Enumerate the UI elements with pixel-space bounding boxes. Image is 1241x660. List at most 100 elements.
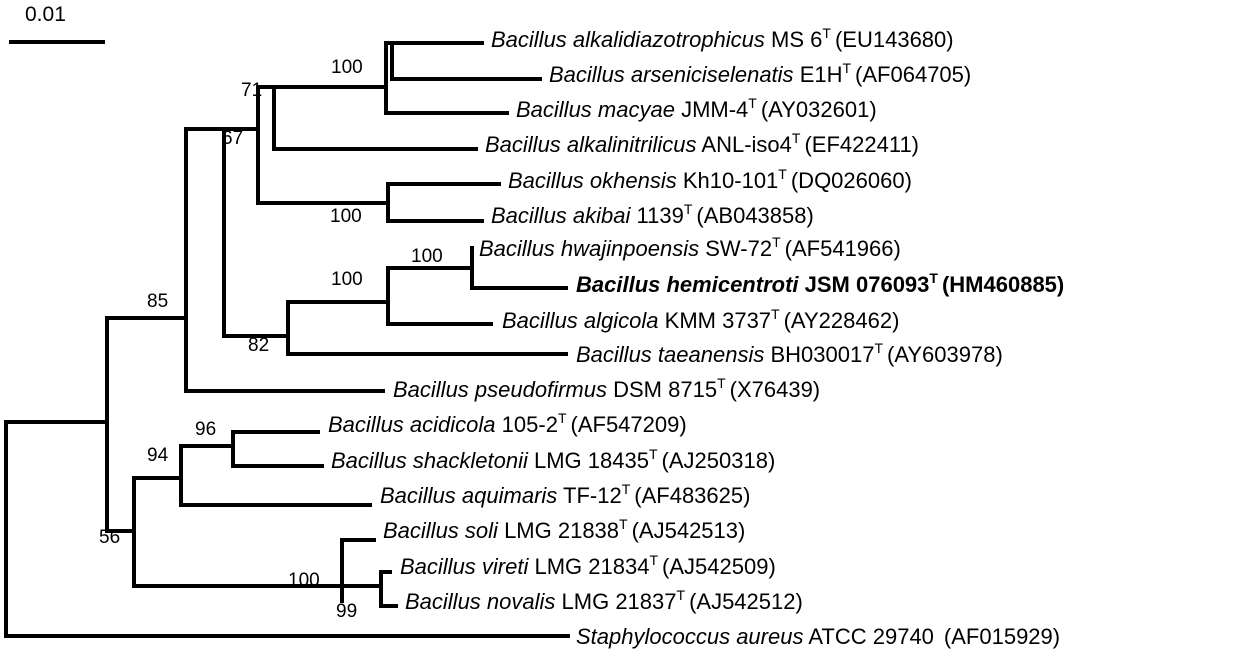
taxon-type-mark: T bbox=[842, 60, 851, 76]
taxon-strain: LMG 21837 bbox=[562, 589, 677, 614]
taxon-accession: (EF422411) bbox=[804, 132, 919, 157]
taxon-species: Bacillus alkalinitrilicus bbox=[485, 132, 697, 157]
branch-lower-split bbox=[132, 529, 344, 588]
taxon-species: Bacillus akibai bbox=[491, 203, 632, 228]
taxon-accession: (AJ542513) bbox=[632, 518, 746, 543]
taxon-accession: (X76439) bbox=[730, 377, 821, 402]
taxon-accession: (HM460885) bbox=[942, 272, 1064, 297]
scale-bar-label: 0.01 bbox=[25, 3, 66, 26]
taxon-label: Bacillus hwajinpoensis SW-72T (AF541966) bbox=[479, 234, 901, 261]
taxon-label-outgroup: Staphylococcus aureus ATCC 29740 (AF01592… bbox=[576, 624, 1060, 649]
taxon-strain: 1139 bbox=[637, 203, 684, 228]
taxon-strain: LMG 18435 bbox=[534, 448, 649, 473]
taxon-species: Bacillus macyae bbox=[516, 97, 675, 122]
branch-alkali-tips bbox=[384, 41, 509, 115]
taxon-label: Bacillus macyae JMM-4T (AY032601) bbox=[516, 95, 877, 122]
branch-hwajin-hemi bbox=[386, 246, 568, 290]
taxon-type-mark: T bbox=[622, 481, 631, 497]
taxon-strain: E1H bbox=[800, 62, 843, 87]
taxon-strain: LMG 21834 bbox=[535, 554, 650, 579]
taxon-label: Bacillus taeanensis BH030017T (AY603978) bbox=[576, 340, 1003, 367]
taxon-type-mark: T bbox=[778, 166, 787, 182]
branch-hemi-group bbox=[286, 300, 390, 338]
taxon-strain: ANL-iso4 bbox=[701, 132, 791, 157]
taxon-strain: Kh10-101 bbox=[683, 168, 778, 193]
taxon-strain: LMG 21838 bbox=[504, 518, 619, 543]
taxon-species: Bacillus aquimaris bbox=[380, 483, 557, 508]
taxon-type-mark: T bbox=[792, 130, 801, 146]
taxon-label: Bacillus okhensis Kh10-101T (DQ026060) bbox=[508, 166, 912, 193]
taxon-accession: (AJ542509) bbox=[662, 554, 776, 579]
taxon-species: Bacillus algicola bbox=[502, 308, 659, 333]
taxon-type-mark: T bbox=[684, 201, 693, 217]
bootstrap-hemi-algicola: 100 bbox=[331, 269, 363, 290]
tree-branches bbox=[4, 41, 570, 638]
bootstrap-okhensis-akibai: 100 bbox=[330, 206, 362, 227]
bootstrap-hemi-taeanensis: 82 bbox=[248, 335, 269, 356]
bootstrap-values: 100 71 67 100 100 100 82 85 96 94 100 99… bbox=[99, 57, 443, 622]
branch-acidicola-shackletonii bbox=[231, 430, 324, 468]
taxon-type-mark: T bbox=[717, 375, 726, 391]
branch-arseniciselenatis bbox=[390, 41, 542, 81]
taxon-label: Bacillus vireti LMG 21834T (AJ542509) bbox=[400, 552, 776, 579]
taxon-accession: (DQ026060) bbox=[791, 168, 912, 193]
branch-vireti-novalis bbox=[340, 570, 398, 608]
branch-alkali-clade bbox=[256, 85, 478, 151]
branch-okhensis-akibai bbox=[256, 182, 501, 223]
taxon-species: Bacillus vireti bbox=[400, 554, 529, 579]
taxon-labels: Bacillus alkalidiazotrophicus MS 6T (EU14… bbox=[328, 25, 1064, 649]
taxon-species: Bacillus hemicentroti bbox=[576, 272, 799, 297]
bootstrap-upper-group: 67 bbox=[222, 128, 243, 149]
taxon-species: Bacillus taeanensis bbox=[576, 342, 764, 367]
taxon-label: Bacillus soli LMG 21838T (AJ542513) bbox=[383, 516, 745, 543]
bootstrap-acidicola-shackletonii: 96 bbox=[195, 419, 216, 440]
taxon-species: Bacillus okhensis bbox=[508, 168, 677, 193]
taxon-accession: (AY228462) bbox=[784, 308, 900, 333]
bootstrap-soli-group: 100 bbox=[288, 570, 320, 591]
bootstrap-acidicola-aquimaris: 94 bbox=[147, 445, 169, 466]
taxon-label: Bacillus arseniciselenatis E1HT (AF064705… bbox=[549, 60, 971, 87]
taxon-type-mark: T bbox=[929, 270, 938, 286]
taxon-species: Bacillus soli bbox=[383, 518, 499, 543]
branch-main-clade bbox=[105, 316, 385, 393]
bootstrap-alkali-clade: 100 bbox=[331, 57, 363, 78]
taxon-strain: SW-72 bbox=[705, 236, 772, 261]
branch-lower-group bbox=[105, 476, 183, 533]
taxon-species: Bacillus alkalidiazotrophicus bbox=[491, 27, 765, 52]
taxon-accession: (AB043858) bbox=[696, 203, 813, 228]
taxon-strain: DSM 8715 bbox=[613, 377, 717, 402]
taxon-species: Bacillus acidicola bbox=[328, 412, 496, 437]
bootstrap-hwajin-hemi: 100 bbox=[411, 246, 443, 267]
taxon-strain: TF-12 bbox=[563, 483, 622, 508]
taxon-type-mark: T bbox=[649, 552, 658, 568]
bootstrap-vireti-novalis: 99 bbox=[336, 601, 357, 622]
taxon-type-mark: T bbox=[619, 516, 628, 532]
taxon-type-mark: T bbox=[772, 234, 781, 250]
taxon-accession: (AJ250318) bbox=[662, 448, 776, 473]
taxon-strain: JSM 076093 bbox=[805, 272, 930, 297]
branch-hemi-node bbox=[222, 334, 568, 356]
taxon-accession: (AJ542512) bbox=[689, 589, 803, 614]
taxon-type-mark: T bbox=[558, 410, 567, 426]
taxon-accession: (AF547209) bbox=[571, 412, 687, 437]
taxon-accession: (AF483625) bbox=[634, 483, 750, 508]
taxon-type-mark: T bbox=[771, 306, 780, 322]
scale-bar: 0.01 bbox=[9, 3, 105, 44]
branch-root bbox=[4, 420, 109, 638]
taxon-strain: JMM-4 bbox=[681, 97, 748, 122]
taxon-label: Bacillus pseudofirmus DSM 8715T (X76439) bbox=[393, 375, 820, 402]
taxon-label: Bacillus alkalidiazotrophicus MS 6T (EU14… bbox=[491, 25, 954, 52]
branch-soli-group bbox=[340, 538, 376, 603]
taxon-type-mark: T bbox=[748, 95, 757, 111]
taxon-label: Bacillus acidicola 105-2T (AF547209) bbox=[328, 410, 687, 437]
taxon-label: Bacillus akibai 1139T (AB043858) bbox=[491, 201, 814, 228]
taxon-accession: (EU143680) bbox=[835, 27, 954, 52]
taxon-strain: BH030017 bbox=[770, 342, 874, 367]
branch-acidicola-group bbox=[179, 444, 372, 507]
taxon-type-mark: T bbox=[822, 25, 831, 41]
taxon-species: Bacillus hwajinpoensis bbox=[479, 236, 699, 261]
taxon-accession: (AY032601) bbox=[761, 97, 877, 122]
bootstrap-main-clade: 85 bbox=[147, 291, 168, 312]
taxon-label: Bacillus algicola KMM 3737T (AY228462) bbox=[502, 306, 899, 333]
